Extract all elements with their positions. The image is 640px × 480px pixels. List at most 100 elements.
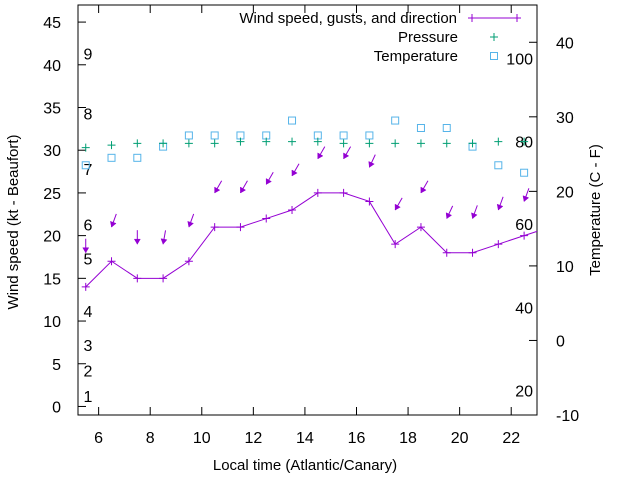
- y2-tick-label: 40: [556, 35, 574, 52]
- beaufort-label: 8: [84, 106, 93, 123]
- x-tick-label: 12: [244, 430, 262, 447]
- gust-arrow: [445, 205, 454, 219]
- gust-arrow: [317, 146, 326, 160]
- pressure-point: [107, 141, 116, 150]
- wind-speed-point: [184, 257, 193, 266]
- y-tick-label: 0: [52, 399, 61, 416]
- gust-arrow-head: [420, 186, 427, 194]
- legend-marker-temperature: [490, 52, 498, 60]
- gust-arrow-head: [240, 186, 247, 194]
- y2-tick-label: 20: [556, 184, 574, 201]
- wind-speed-point: [81, 282, 90, 291]
- temperature-point: [442, 124, 451, 132]
- y2-axis-ticks: -10 0 10 20 30 40: [529, 35, 579, 425]
- x-tick-label: 10: [193, 430, 211, 447]
- temperature-point: [416, 124, 425, 132]
- y-tick-label: 30: [43, 143, 61, 160]
- legend-label-temperature: Temperature: [374, 48, 458, 65]
- wind-speed-point: [236, 223, 245, 232]
- wind-speed-line: [85, 192, 538, 288]
- wind-speed-point: [313, 188, 322, 197]
- gust-arrow: [187, 213, 195, 228]
- legend-sample-temperature: [490, 52, 498, 60]
- legend-marker-wind: [513, 14, 521, 22]
- temperature-point: [288, 116, 297, 125]
- pressure-point: [365, 139, 374, 148]
- wind-speed-point: [133, 274, 142, 283]
- legend-label-wind: Wind speed, gusts, and direction: [239, 10, 457, 27]
- wind-speed-point: [365, 197, 374, 206]
- wind-speed-point: [107, 257, 116, 266]
- temperature-point: [210, 131, 219, 140]
- pressure-point: [133, 139, 142, 148]
- gust-direction-arrows: [82, 146, 530, 254]
- temperature-point: [133, 153, 142, 162]
- x-tick-label: 6: [94, 430, 103, 447]
- gust-arrow-head: [471, 212, 478, 219]
- beaufort-label: 6: [84, 218, 93, 235]
- y-tick-label: 35: [43, 101, 61, 118]
- gust-arrow: [394, 197, 403, 211]
- gust-arrow-head: [522, 195, 530, 202]
- gust-arrow: [368, 154, 376, 168]
- pressure-point: [391, 139, 400, 148]
- x-tick-label: 18: [399, 430, 417, 447]
- y2-axis-title: Temperature (C - F): [587, 144, 604, 276]
- y-axis-ticks: 0 5 10 15 20 25 30 35 40 45: [43, 15, 86, 416]
- legend-sample-wind: [468, 14, 521, 22]
- x-tick-label: 14: [296, 430, 314, 447]
- gust-arrow: [496, 196, 504, 211]
- gust-arrow-head: [368, 161, 375, 168]
- pressure-point: [159, 139, 168, 148]
- wind-speed-point: [262, 214, 271, 223]
- gust-arrow-head: [82, 247, 90, 254]
- pressure-point: [468, 139, 477, 148]
- gust-arrow-head: [265, 178, 272, 185]
- x-tick-label: 22: [502, 430, 520, 447]
- gust-arrow-head: [160, 238, 168, 245]
- wind-speed-point: [339, 188, 348, 197]
- legend-sample-pressure: [490, 33, 498, 41]
- wind-speed-point: [391, 240, 400, 249]
- legend-marker-pressure: [490, 33, 498, 41]
- pressure-point: [288, 137, 297, 146]
- gust-arrow-head: [343, 152, 350, 160]
- y-tick-label: 20: [43, 229, 61, 246]
- gust-arrow: [265, 172, 274, 185]
- x-axis-ticks: 6 8 10 12 14 16 18 20 22: [94, 5, 520, 447]
- gust-arrow: [522, 188, 530, 202]
- y2-tick-label: 10: [556, 259, 574, 276]
- fahrenheit-label: 100: [506, 52, 533, 69]
- pressure-point: [416, 139, 425, 148]
- pressure-point: [520, 137, 529, 146]
- wind-speed-series: [81, 188, 538, 291]
- y2-tick-label: 0: [556, 333, 565, 350]
- y-tick-label: 25: [43, 186, 61, 203]
- fahrenheit-label: 60: [515, 217, 533, 234]
- gust-arrow-head: [214, 186, 221, 194]
- pressure-point: [442, 139, 451, 148]
- wind-speed-point: [210, 223, 219, 232]
- gust-arrow: [214, 180, 223, 194]
- temperature-point: [107, 153, 116, 162]
- beaufort-label: 7: [84, 162, 93, 179]
- plot-border: [77, 4, 538, 416]
- gust-arrow-head: [187, 220, 194, 228]
- y-tick-label: 5: [52, 357, 61, 374]
- wind-speed-point: [288, 206, 297, 214]
- pressure-point: [494, 137, 503, 146]
- wind-speed-point: [468, 248, 477, 257]
- beaufort-label: 3: [84, 338, 93, 355]
- legend: Wind speed, gusts, and direction Pressur…: [239, 10, 521, 65]
- y2-tick-label: -10: [556, 408, 579, 425]
- y-tick-label: 45: [43, 15, 61, 32]
- gust-arrow-head: [445, 212, 453, 219]
- gust-arrow-head: [317, 152, 324, 160]
- temperature-point: [391, 116, 400, 125]
- legend-label-pressure: Pressure: [398, 29, 458, 46]
- x-tick-label: 16: [348, 430, 366, 447]
- gust-arrow-head: [496, 203, 504, 211]
- gust-arrow: [291, 163, 300, 177]
- pressure-point: [339, 139, 348, 148]
